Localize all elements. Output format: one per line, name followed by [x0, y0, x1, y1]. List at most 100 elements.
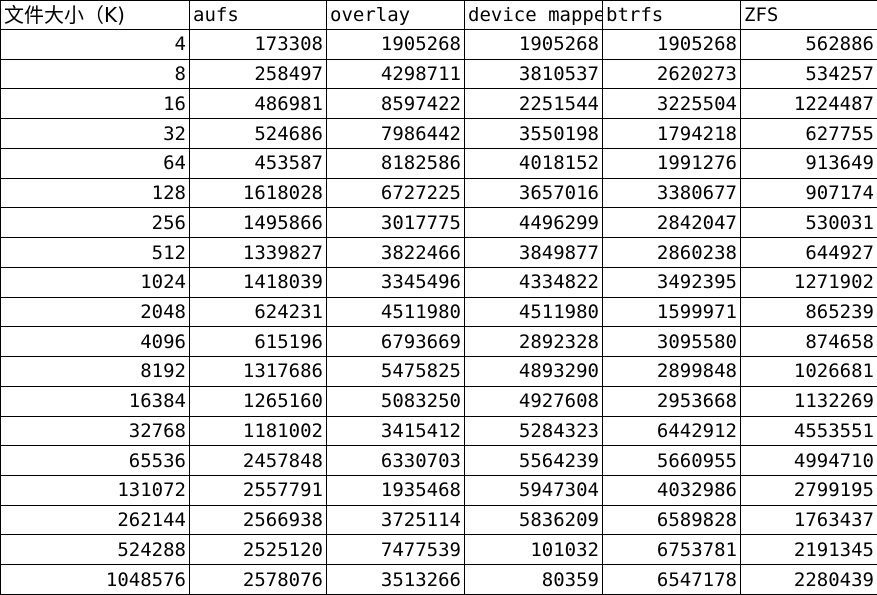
cell-overlay[interactable]: 5475825 — [326, 356, 465, 387]
cell-btrfs[interactable]: 3095580 — [602, 326, 741, 358]
cell-file-size[interactable]: 128 — [0, 177, 190, 209]
cell-aufs[interactable]: 524686 — [189, 118, 327, 149]
cell-btrfs[interactable]: 2842047 — [602, 207, 741, 239]
cell-device-mapper[interactable]: 80359 — [464, 564, 603, 595]
cell-zfs[interactable]: 627755 — [740, 118, 877, 149]
cell-file-size[interactable]: 65536 — [0, 445, 190, 477]
header-cell-overlay[interactable]: overlay — [326, 0, 465, 30]
cell-device-mapper[interactable]: 1905268 — [464, 29, 603, 60]
cell-zfs[interactable]: 530031 — [740, 207, 877, 239]
cell-zfs[interactable]: 865239 — [740, 296, 877, 328]
cell-zfs[interactable]: 534257 — [740, 58, 877, 90]
cell-btrfs[interactable]: 2620273 — [602, 58, 741, 90]
cell-aufs[interactable]: 1418039 — [189, 266, 327, 298]
cell-aufs[interactable]: 173308 — [189, 29, 327, 60]
cell-overlay[interactable]: 8597422 — [326, 88, 465, 120]
cell-aufs[interactable]: 453587 — [189, 147, 327, 179]
cell-btrfs[interactable]: 2899848 — [602, 356, 741, 387]
cell-zfs[interactable]: 1224487 — [740, 88, 877, 120]
cell-zfs[interactable]: 1271902 — [740, 266, 877, 298]
cell-device-mapper[interactable]: 3849877 — [464, 237, 603, 268]
cell-file-size[interactable]: 131072 — [0, 475, 190, 506]
cell-zfs[interactable]: 1132269 — [740, 385, 877, 417]
cell-btrfs[interactable]: 3380677 — [602, 177, 741, 209]
cell-btrfs[interactable]: 3492395 — [602, 266, 741, 298]
cell-aufs[interactable]: 258497 — [189, 58, 327, 90]
cell-btrfs[interactable]: 6547178 — [602, 564, 741, 595]
cell-zfs[interactable]: 4553551 — [740, 415, 877, 447]
cell-overlay[interactable]: 1935468 — [326, 475, 465, 506]
cell-device-mapper[interactable]: 4018152 — [464, 147, 603, 179]
cell-device-mapper[interactable]: 3657016 — [464, 177, 603, 209]
cell-btrfs[interactable]: 1599971 — [602, 296, 741, 328]
cell-overlay[interactable]: 3822466 — [326, 237, 465, 268]
cell-overlay[interactable]: 6727225 — [326, 177, 465, 209]
cell-device-mapper[interactable]: 4334822 — [464, 266, 603, 298]
cell-device-mapper[interactable]: 4511980 — [464, 296, 603, 328]
cell-overlay[interactable]: 3345496 — [326, 266, 465, 298]
cell-btrfs[interactable]: 2860238 — [602, 237, 741, 268]
cell-aufs[interactable]: 1495866 — [189, 207, 327, 239]
cell-btrfs[interactable]: 6753781 — [602, 534, 741, 566]
header-cell-btrfs[interactable]: btrfs — [602, 0, 741, 30]
cell-aufs[interactable]: 1618028 — [189, 177, 327, 209]
cell-zfs[interactable]: 644927 — [740, 237, 877, 268]
cell-aufs[interactable]: 2578076 — [189, 564, 327, 595]
cell-file-size[interactable]: 8 — [0, 58, 190, 90]
cell-device-mapper[interactable]: 4927608 — [464, 385, 603, 417]
cell-zfs[interactable]: 1026681 — [740, 356, 877, 387]
cell-device-mapper[interactable]: 2251544 — [464, 88, 603, 120]
cell-file-size[interactable]: 4096 — [0, 326, 190, 358]
cell-device-mapper[interactable]: 5836209 — [464, 504, 603, 536]
cell-overlay[interactable]: 4298711 — [326, 58, 465, 90]
cell-aufs[interactable]: 1339827 — [189, 237, 327, 268]
cell-btrfs[interactable]: 1905268 — [602, 29, 741, 60]
cell-overlay[interactable]: 4511980 — [326, 296, 465, 328]
cell-overlay[interactable]: 3415412 — [326, 415, 465, 447]
cell-btrfs[interactable]: 6442912 — [602, 415, 741, 447]
cell-device-mapper[interactable]: 2892328 — [464, 326, 603, 358]
header-cell-zfs[interactable]: ZFS — [740, 0, 877, 30]
cell-aufs[interactable]: 1181002 — [189, 415, 327, 447]
cell-zfs[interactable]: 4994710 — [740, 445, 877, 477]
cell-device-mapper[interactable]: 3550198 — [464, 118, 603, 149]
cell-aufs[interactable]: 615196 — [189, 326, 327, 358]
cell-btrfs[interactable]: 2953668 — [602, 385, 741, 417]
cell-device-mapper[interactable]: 5284323 — [464, 415, 603, 447]
cell-overlay[interactable]: 3017775 — [326, 207, 465, 239]
cell-zfs[interactable]: 2799195 — [740, 475, 877, 506]
cell-file-size[interactable]: 16 — [0, 88, 190, 120]
cell-file-size[interactable]: 32768 — [0, 415, 190, 447]
cell-zfs[interactable]: 2191345 — [740, 534, 877, 566]
cell-file-size[interactable]: 524288 — [0, 534, 190, 566]
cell-overlay[interactable]: 7477539 — [326, 534, 465, 566]
cell-aufs[interactable]: 624231 — [189, 296, 327, 328]
cell-device-mapper[interactable]: 5564239 — [464, 445, 603, 477]
cell-btrfs[interactable]: 6589828 — [602, 504, 741, 536]
cell-aufs[interactable]: 1265160 — [189, 385, 327, 417]
cell-zfs[interactable]: 562886 — [740, 29, 877, 60]
cell-overlay[interactable]: 7986442 — [326, 118, 465, 149]
cell-btrfs[interactable]: 5660955 — [602, 445, 741, 477]
cell-file-size[interactable]: 8192 — [0, 356, 190, 387]
cell-file-size[interactable]: 1024 — [0, 266, 190, 298]
cell-btrfs[interactable]: 1794218 — [602, 118, 741, 149]
cell-overlay[interactable]: 3725114 — [326, 504, 465, 536]
cell-file-size[interactable]: 64 — [0, 147, 190, 179]
cell-file-size[interactable]: 1048576 — [0, 564, 190, 595]
cell-file-size[interactable]: 4 — [0, 29, 190, 60]
cell-overlay[interactable]: 3513266 — [326, 564, 465, 595]
cell-overlay[interactable]: 8182586 — [326, 147, 465, 179]
cell-device-mapper[interactable]: 3810537 — [464, 58, 603, 90]
cell-file-size[interactable]: 16384 — [0, 385, 190, 417]
cell-aufs[interactable]: 486981 — [189, 88, 327, 120]
cell-file-size[interactable]: 2048 — [0, 296, 190, 328]
header-cell-file-size[interactable]: 文件大小（K) — [0, 0, 190, 30]
cell-aufs[interactable]: 2457848 — [189, 445, 327, 477]
cell-btrfs[interactable]: 4032986 — [602, 475, 741, 506]
cell-overlay[interactable]: 5083250 — [326, 385, 465, 417]
cell-zfs[interactable]: 907174 — [740, 177, 877, 209]
header-cell-device-mapper[interactable]: device mapper — [464, 0, 603, 30]
cell-file-size[interactable]: 256 — [0, 207, 190, 239]
cell-btrfs[interactable]: 3225504 — [602, 88, 741, 120]
